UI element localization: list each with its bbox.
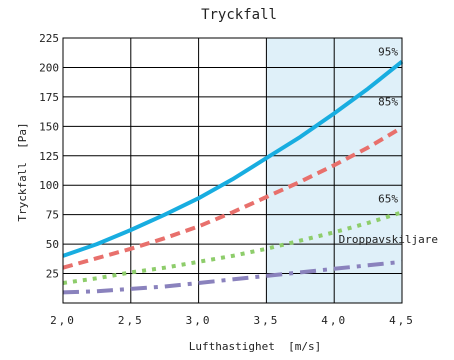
x-tick-label: 3,0 — [186, 314, 212, 327]
y-tick-labels: 25 50 75 100 125 150 175 200 225 — [39, 32, 59, 281]
y-tick-label: 100 — [39, 179, 59, 192]
series-line-0 — [62, 60, 404, 258]
x-tick-label: 4,0 — [321, 314, 347, 327]
y-tick-label: 50 — [46, 238, 59, 251]
plot-frame — [62, 37, 403, 304]
chart-title: Tryckfall — [201, 7, 277, 23]
x-tick-label: 3,5 — [253, 314, 279, 327]
y-tick-label: 225 — [39, 32, 59, 45]
y-tick-label: 175 — [39, 91, 59, 104]
y-axis-label: Tryckfall [Pa] — [16, 122, 29, 221]
series-label-2: 65% — [378, 192, 398, 205]
y-tick-label: 75 — [46, 209, 59, 222]
series-line-3 — [62, 259, 403, 295]
series-lines — [62, 60, 404, 295]
y-tick-label: 25 — [46, 268, 59, 281]
series-line-1 — [62, 125, 404, 270]
y-tick-label: 125 — [39, 150, 59, 163]
x-axis-label: Lufthastighet [m/s] — [189, 340, 321, 353]
series-label-1: 85% — [378, 96, 398, 109]
y-tick-label: 200 — [39, 61, 59, 74]
series-label-3: Droppavskiljare — [339, 233, 438, 246]
series-line-2 — [62, 210, 403, 285]
y-tick-label: 150 — [39, 120, 59, 133]
x-tick-label: 4,5 — [389, 314, 415, 327]
x-tick-labels: 2,0 2,5 3,0 3,5 4,0 4,5 — [50, 314, 415, 327]
x-tick-label: 2,0 — [50, 314, 76, 327]
x-tick-label: 2,5 — [118, 314, 144, 327]
series-labels: 95% 85% 65% Droppavskiljare — [339, 46, 438, 246]
series-label-0: 95% — [378, 46, 398, 59]
